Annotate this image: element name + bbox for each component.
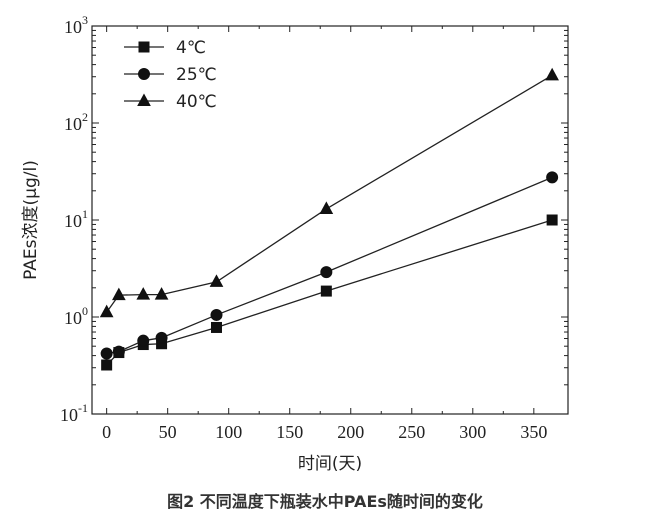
x-tick-label: 300	[459, 422, 486, 442]
x-tick-label: 0	[102, 422, 111, 442]
x-tick-label: 150	[276, 422, 303, 442]
x-tick-label: 100	[215, 422, 242, 442]
legend-label: 25℃	[176, 65, 217, 85]
y-tick-label: 100	[64, 304, 88, 328]
y-tick-label: 10-1	[60, 401, 88, 425]
x-tick-label: 350	[520, 422, 547, 442]
figure-caption: 图2 不同温度下瓶装水中PAEs随时间的变化	[167, 492, 483, 511]
y-tick-label: 101	[64, 207, 88, 231]
data-point	[210, 308, 223, 321]
data-point	[112, 345, 125, 358]
x-tick-label: 200	[337, 422, 364, 442]
legend-label: 4℃	[176, 38, 206, 58]
x-tick-label: 250	[398, 422, 425, 442]
data-point	[209, 274, 224, 287]
axis-ticks	[92, 25, 568, 415]
data-point	[320, 266, 333, 279]
series-layer	[99, 67, 559, 371]
plot-frame	[91, 25, 569, 415]
x-tick-labels: 0 50 100 150 200 250 300 350	[102, 422, 547, 442]
data-point	[112, 287, 126, 301]
data-point	[545, 67, 559, 81]
data-point	[546, 171, 559, 184]
legend: 4℃ 25℃ 40℃	[124, 38, 217, 112]
legend-marker	[138, 41, 150, 53]
y-tick-labels: 10-1 100 101 102 103	[60, 13, 88, 425]
legend-label: 40℃	[176, 92, 217, 112]
x-axis-title: 时间(天)	[298, 454, 362, 474]
data-point	[101, 359, 113, 371]
legend-item: 4℃	[124, 38, 206, 58]
x-tick-label: 50	[159, 422, 177, 442]
data-point	[154, 287, 169, 300]
y-tick-label: 102	[64, 110, 88, 134]
data-point	[155, 331, 168, 344]
data-point	[100, 347, 113, 360]
data-point	[319, 201, 334, 214]
data-point	[136, 287, 151, 300]
series-3	[99, 67, 559, 318]
legend-marker	[138, 68, 150, 80]
y-axis-title: PAEs浓度(μg/l)	[21, 160, 41, 280]
data-point	[99, 304, 114, 318]
legend-item: 25℃	[124, 65, 217, 85]
series-2	[100, 171, 559, 360]
data-point	[320, 285, 332, 297]
legend-item: 40℃	[124, 92, 217, 112]
y-tick-label: 103	[64, 13, 88, 37]
data-point	[137, 334, 150, 347]
legend-marker	[137, 93, 151, 106]
series-line	[106, 176, 553, 355]
data-point	[210, 321, 222, 333]
data-point	[546, 214, 558, 226]
